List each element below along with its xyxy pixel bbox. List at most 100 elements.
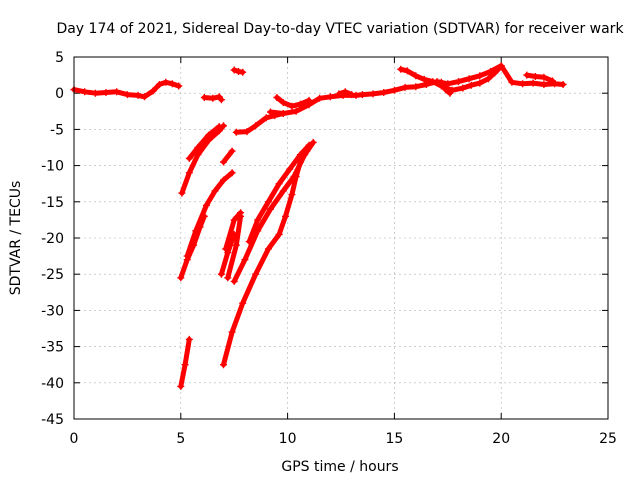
data-point — [279, 110, 287, 117]
data-point — [401, 83, 409, 91]
y-axis-label: SDTVAR / TECUs — [8, 181, 24, 296]
data-point — [215, 123, 223, 130]
data-point — [465, 75, 473, 83]
y-tick-label: 5 — [55, 50, 64, 66]
data-point — [245, 238, 253, 246]
y-tick-label: -30 — [41, 303, 64, 319]
data-point — [183, 252, 191, 260]
y-tick-label: -40 — [41, 376, 64, 392]
series-segment-s — [523, 71, 556, 85]
series-segment-p — [230, 66, 247, 76]
data-point — [228, 147, 236, 155]
data-point — [380, 89, 388, 96]
data-point — [459, 84, 467, 92]
data-point — [264, 198, 272, 206]
plot-frame — [73, 56, 609, 420]
x-tick-label: 10 — [279, 431, 297, 447]
data-point — [192, 227, 200, 235]
data-point — [252, 122, 260, 130]
series-line — [221, 148, 235, 165]
x-axis-label: GPS time / hours — [281, 459, 398, 475]
data-point — [162, 78, 170, 86]
data-point — [484, 75, 492, 83]
series-segment-m — [232, 110, 287, 136]
data-point — [316, 94, 324, 102]
data-point — [267, 205, 274, 213]
data-point — [230, 216, 238, 224]
series-segment-q — [335, 88, 356, 99]
series-line — [268, 63, 566, 116]
data-point — [523, 71, 531, 79]
series-segment-a — [178, 122, 227, 197]
data-point — [279, 187, 287, 195]
data-point — [429, 78, 437, 86]
data-point — [220, 176, 227, 184]
data-point — [230, 66, 238, 74]
series-segment-n — [273, 94, 313, 110]
data-point — [141, 93, 148, 101]
data-point — [335, 90, 343, 98]
data-point — [254, 216, 262, 224]
data-point — [91, 89, 99, 97]
series-segment-g — [217, 230, 238, 278]
data-point — [155, 81, 163, 88]
series-line — [186, 124, 222, 161]
data-point — [177, 274, 185, 282]
data-point — [209, 94, 217, 102]
data-point — [326, 93, 334, 101]
data-point — [519, 80, 527, 88]
data-point — [446, 89, 454, 97]
data-point — [309, 138, 317, 146]
data-point — [123, 91, 131, 99]
series-line — [524, 72, 555, 84]
data-point — [102, 89, 110, 96]
data-point — [412, 72, 420, 80]
series-segment-o — [200, 93, 225, 104]
axis-ticks: 0 5 10 15 20 25 5 0 -5 -10 -15 -20 -25 -30 -35 -40 -45 — [41, 50, 617, 447]
x-tick-label: 0 — [70, 431, 79, 447]
y-tick-label: -10 — [41, 159, 64, 175]
series-segment-t — [437, 78, 454, 97]
series-segment-b — [185, 123, 223, 162]
data-point — [292, 173, 300, 180]
data-point — [296, 151, 304, 159]
data-point — [185, 169, 193, 177]
data-point — [455, 78, 462, 86]
data-point — [252, 270, 260, 278]
series-line — [179, 123, 226, 196]
data-point — [476, 79, 484, 87]
data-point — [185, 335, 193, 343]
data-point — [476, 72, 484, 80]
data-point — [508, 78, 516, 86]
data-point — [211, 187, 219, 195]
data-point — [390, 86, 398, 94]
data-point — [288, 191, 296, 199]
data-point — [237, 212, 245, 220]
series-baseline-early — [70, 78, 183, 101]
series-line — [274, 95, 312, 109]
data-point — [113, 88, 121, 96]
data-point — [531, 73, 539, 80]
series-line — [201, 94, 224, 103]
y-tick-label: -15 — [41, 195, 64, 211]
data-point — [181, 361, 189, 369]
data-point — [288, 102, 296, 110]
data-point — [540, 73, 548, 81]
x-tick-label: 5 — [176, 431, 185, 447]
data-point — [296, 100, 304, 108]
y-tick-label: -20 — [41, 231, 64, 247]
data-point — [243, 128, 251, 136]
data-point — [497, 62, 505, 70]
data-point — [205, 131, 213, 139]
data-point — [177, 382, 185, 390]
data-point — [275, 180, 283, 188]
data-point — [420, 75, 428, 83]
data-point — [559, 81, 567, 88]
data-point — [437, 78, 445, 86]
data-point — [149, 87, 157, 95]
data-point — [341, 88, 349, 96]
data-point — [230, 277, 238, 285]
data-point — [194, 151, 202, 159]
data-point — [305, 96, 313, 104]
